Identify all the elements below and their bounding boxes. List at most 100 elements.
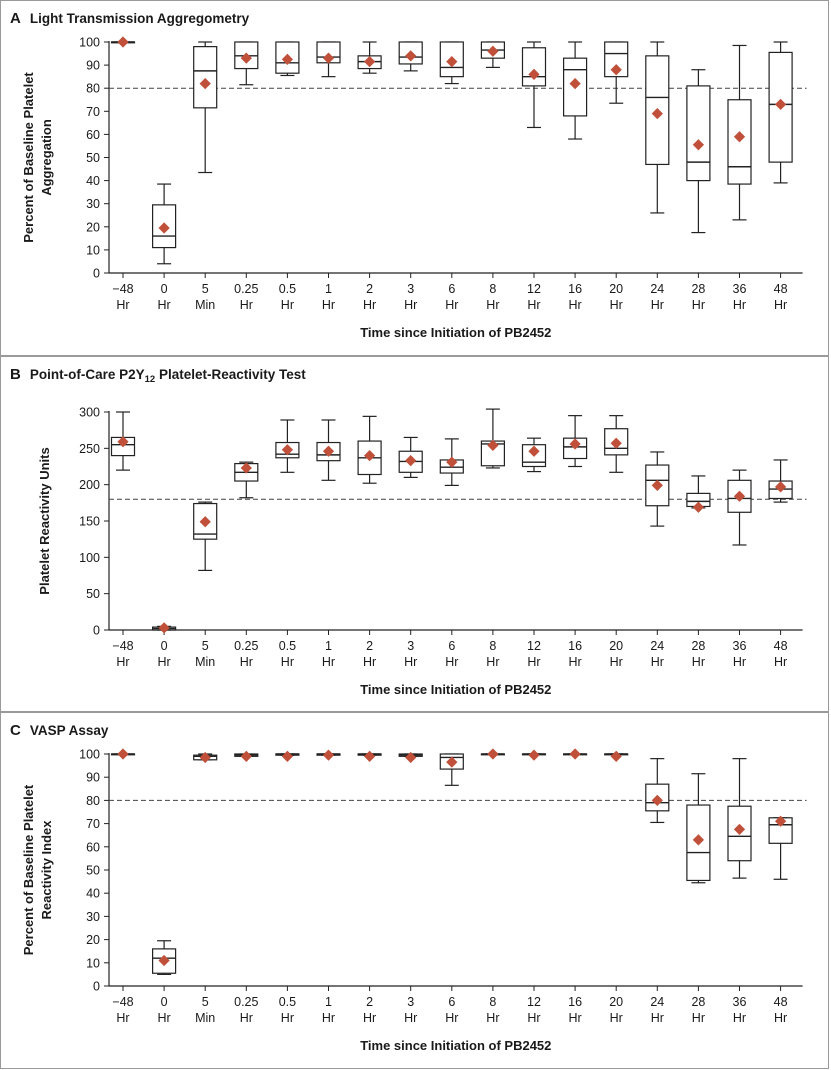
panel-title: C VASP Assay <box>10 722 108 739</box>
box-2 <box>152 622 177 634</box>
x-tick-unit-label: Hr <box>774 298 787 312</box>
x-tick-unit-label: Hr <box>116 298 129 312</box>
box-15 <box>686 773 711 884</box>
x-tick-label: 3 <box>407 995 414 1009</box>
x-tick-unit-label: Hr <box>651 1011 664 1025</box>
box-2 <box>152 940 177 975</box>
box-11 <box>521 749 547 761</box>
y-axis-title: Reactivity Index <box>39 820 54 920</box>
mean-marker <box>405 751 417 764</box>
mean-marker <box>322 749 335 761</box>
x-tick-label: 48 <box>774 639 788 653</box>
x-tick-label: 16 <box>568 282 582 296</box>
box-1 <box>110 411 136 471</box>
x-tick-label: 5 <box>202 282 209 296</box>
x-tick-label: 8 <box>489 282 496 296</box>
x-tick-label: 48 <box>774 995 788 1009</box>
x-tick-label: 24 <box>650 282 664 296</box>
x-tick-label: 5 <box>202 639 209 653</box>
x-tick-unit-label: Hr <box>610 655 623 669</box>
x-tick-unit-label: Hr <box>445 298 458 312</box>
x-tick-label: 0 <box>161 639 168 653</box>
mean-marker <box>651 794 663 807</box>
mean-marker <box>528 68 540 80</box>
y-tick-label: 50 <box>86 151 100 165</box>
box-14 <box>645 41 670 214</box>
mean-marker <box>322 52 335 64</box>
x-tick-label: 24 <box>650 639 664 653</box>
box-12 <box>562 415 588 468</box>
panel-title-text-rest: Platelet-Reactivity Test <box>155 367 306 382</box>
box-14 <box>645 451 670 527</box>
mean-marker <box>487 748 499 760</box>
box-13 <box>604 750 629 762</box>
mean-marker <box>528 749 540 761</box>
y-tick-label: 50 <box>86 864 100 878</box>
x-axis-title: Time since Initiation of PB2452 <box>360 682 551 697</box>
x-tick-label: 28 <box>691 995 705 1009</box>
box-10 <box>480 408 505 469</box>
y-tick-label: 150 <box>79 515 100 529</box>
x-tick-label: 36 <box>733 995 747 1009</box>
mean-marker <box>528 445 540 457</box>
mean-marker <box>199 77 211 90</box>
panel-title: A Light Transmission Aggregometry <box>10 10 249 27</box>
y-axis-title: Aggregation <box>39 119 54 196</box>
mean-marker <box>610 64 622 76</box>
box-11 <box>521 437 547 473</box>
y-tick-label: 60 <box>86 128 100 142</box>
box-17 <box>768 459 793 503</box>
mean-marker <box>733 823 746 836</box>
mean-marker <box>774 815 787 827</box>
mean-marker <box>610 437 622 449</box>
x-tick-label: 2 <box>366 282 373 296</box>
x-tick-unit-label: Hr <box>363 298 376 312</box>
mean-marker <box>281 444 294 456</box>
y-tick-label: 40 <box>86 174 100 188</box>
x-tick-label: 20 <box>609 995 623 1009</box>
box-16 <box>727 469 752 546</box>
y-axis-title: Platelet Reactivity Units <box>37 447 52 594</box>
x-tick-label: 12 <box>527 282 541 296</box>
x-tick-label: 2 <box>366 995 373 1009</box>
y-tick-label: 0 <box>93 980 100 994</box>
y-tick-label: 200 <box>79 478 100 492</box>
x-tick-label: 48 <box>774 282 788 296</box>
mean-marker <box>199 516 211 528</box>
x-tick-unit-label: Hr <box>527 655 540 669</box>
x-tick-unit-label: Hr <box>445 1011 458 1025</box>
x-tick-label: −48 <box>112 282 133 296</box>
x-tick-label: 0.25 <box>234 282 258 296</box>
mean-marker <box>158 222 170 234</box>
x-tick-unit-label: Hr <box>116 655 129 669</box>
box-1 <box>110 748 136 760</box>
x-tick-unit-label: Hr <box>692 1011 705 1025</box>
x-tick-label: 1 <box>325 282 332 296</box>
x-tick-unit-label: Hr <box>486 655 499 669</box>
x-tick-unit-label: Hr <box>404 1011 417 1025</box>
x-axis-title: Time since Initiation of PB2452 <box>360 1038 551 1053</box>
box-4 <box>234 461 259 499</box>
mean-marker <box>692 139 705 151</box>
box-3 <box>193 41 218 174</box>
box-10 <box>480 748 505 760</box>
box-14 <box>645 758 670 824</box>
x-tick-label: 5 <box>202 995 209 1009</box>
y-tick-label: 70 <box>86 817 100 831</box>
x-tick-unit-label: Hr <box>651 298 664 312</box>
x-tick-unit-label: Hr <box>157 298 170 312</box>
panel-title-text: Light Transmission Aggregometry <box>29 11 250 26</box>
x-tick-unit-label: Hr <box>568 655 581 669</box>
mean-marker <box>692 501 705 513</box>
x-tick-label: 16 <box>568 995 582 1009</box>
y-tick-label: 30 <box>86 910 100 924</box>
y-tick-label: 300 <box>79 406 100 420</box>
mean-marker <box>117 36 129 48</box>
x-tick-unit-label: Hr <box>322 1011 335 1025</box>
box-17 <box>768 41 793 184</box>
x-tick-unit-label: Hr <box>527 1011 540 1025</box>
x-tick-label: 3 <box>407 639 414 653</box>
box-8 <box>398 41 423 72</box>
x-tick-unit-label: Hr <box>281 298 294 312</box>
x-tick-unit-label: Hr <box>363 1011 376 1025</box>
